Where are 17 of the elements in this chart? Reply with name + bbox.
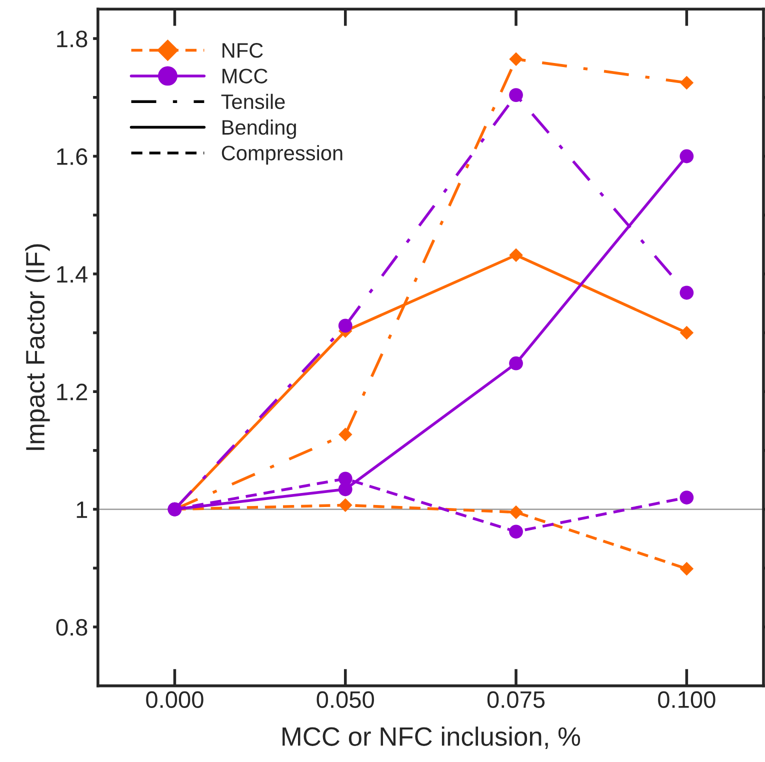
y-axis-title: Impact Factor (IF) — [25, 244, 50, 450]
legend-label: NFC — [222, 43, 263, 58]
x-tick-label: 0.000 — [146, 691, 204, 708]
y-tick-label: 1.8 — [57, 30, 88, 48]
annotation: Tensile — [221, 94, 285, 110]
y-tick-label: 1.2 — [57, 384, 88, 400]
y-tick-label: 1 — [76, 502, 88, 518]
annotation: Compression — [222, 145, 342, 165]
legend-label: MCC — [222, 68, 268, 84]
x-tick-label: 0.050 — [316, 691, 374, 708]
annotation: Bending — [222, 119, 296, 139]
x-axis-title: MCC or NFC inclusion, % — [282, 726, 580, 750]
x-tick-label: 0.100 — [658, 691, 716, 708]
y-tick-label: 1.4 — [57, 266, 88, 282]
y-tick-label: 0.8 — [56, 619, 88, 636]
y-tick-label: 1.6 — [57, 148, 88, 166]
x-tick-label: 0.075 — [487, 691, 545, 708]
